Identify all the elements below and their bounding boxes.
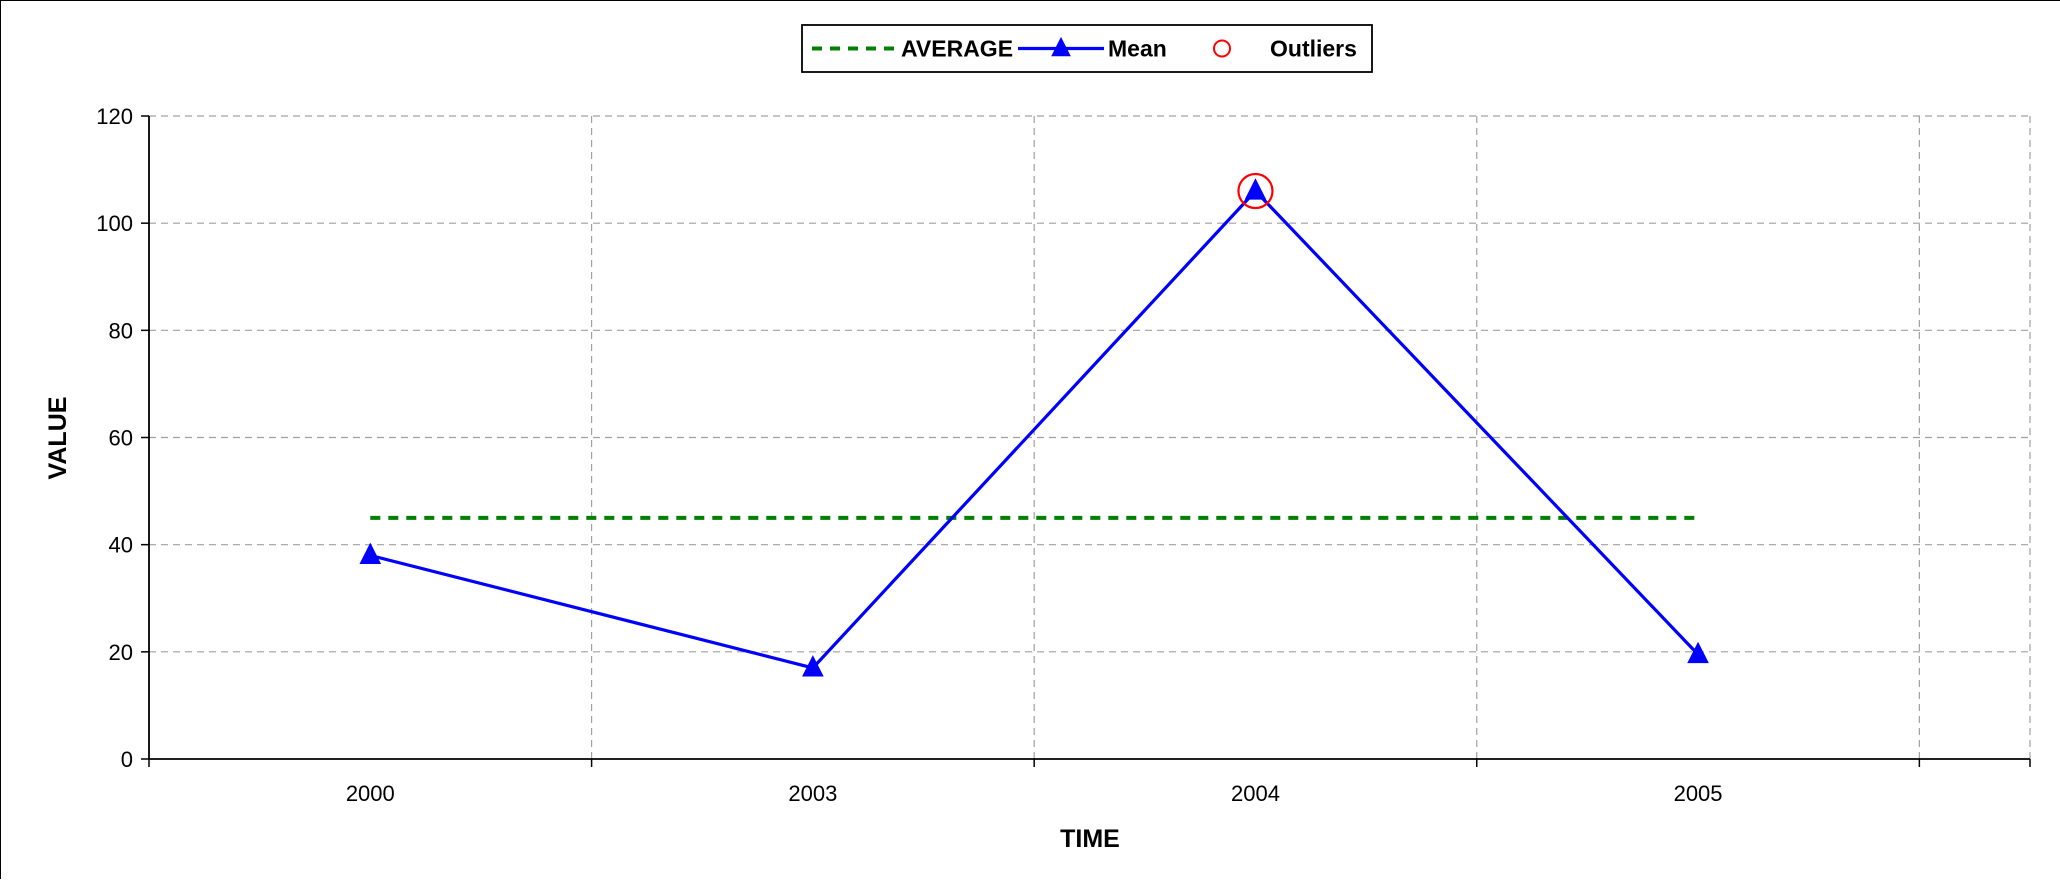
axes: 0 20 40 60 80 100 120 2000 2003 2004 2005 — [96, 104, 2030, 806]
x-axis-title: TIME — [1060, 825, 1120, 853]
point-mean-2000 — [360, 544, 380, 564]
x-tick-label-2004: 2004 — [1231, 781, 1280, 806]
y-tick-label-100: 100 — [96, 211, 133, 236]
y-tick-label-0: 0 — [121, 747, 133, 772]
x-tick-label-2003: 2003 — [788, 781, 837, 806]
point-mean-2004 — [1245, 179, 1265, 199]
y-tick-label-40: 40 — [109, 533, 133, 558]
legend-label-average: AVERAGE — [901, 36, 1013, 62]
gridlines — [149, 116, 2030, 759]
legend-label-mean: Mean — [1108, 36, 1167, 62]
legend-label-outliers: Outliers — [1270, 36, 1357, 62]
x-tick-label-2000: 2000 — [346, 781, 395, 806]
legend: AVERAGE Mean Outliers — [802, 25, 1372, 72]
y-axis-title: VALUE — [44, 397, 72, 480]
y-tick-label-60: 60 — [109, 426, 133, 451]
y-tick-label-80: 80 — [109, 318, 133, 343]
x-tick-label-2005: 2005 — [1674, 781, 1723, 806]
y-tick-label-20: 20 — [109, 640, 133, 665]
y-tick-label-120: 120 — [96, 104, 133, 129]
